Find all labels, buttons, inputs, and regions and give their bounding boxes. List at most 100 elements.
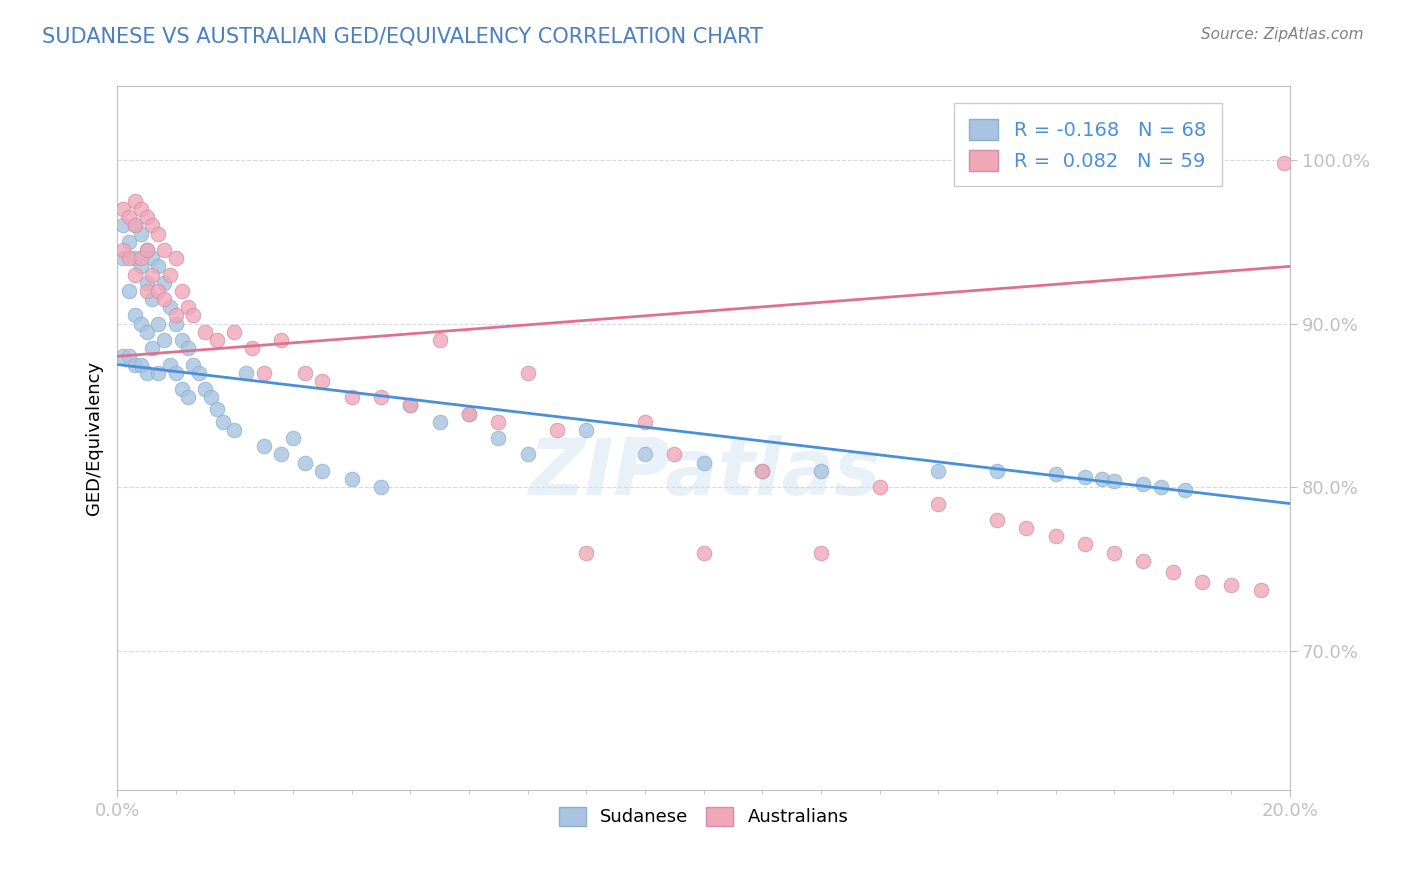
Y-axis label: GED/Equivalency: GED/Equivalency: [86, 361, 103, 516]
Point: [1074, 537, 1097, 551]
Point: [205, 333, 228, 347]
Point: [1272, 156, 1295, 170]
Point: [1045, 529, 1067, 543]
Point: [516, 366, 538, 380]
Point: [751, 464, 773, 478]
Point: [664, 448, 686, 462]
Point: [1150, 480, 1173, 494]
Point: [399, 398, 422, 412]
Point: [429, 333, 451, 347]
Point: [148, 227, 170, 241]
Point: [458, 407, 481, 421]
Point: [751, 464, 773, 478]
Point: [135, 284, 157, 298]
Point: [927, 497, 949, 511]
Point: [112, 219, 135, 233]
Point: [294, 456, 316, 470]
Point: [148, 284, 170, 298]
Point: [129, 317, 152, 331]
Point: [253, 366, 276, 380]
Point: [1091, 472, 1114, 486]
Point: [135, 243, 157, 257]
Point: [159, 358, 181, 372]
Point: [194, 382, 217, 396]
Point: [153, 292, 176, 306]
Point: [170, 382, 193, 396]
Point: [153, 276, 176, 290]
Point: [240, 341, 263, 355]
Point: [153, 333, 176, 347]
Point: [1191, 575, 1213, 590]
Point: [1132, 477, 1154, 491]
Point: [340, 390, 363, 404]
Point: [575, 546, 598, 560]
Point: [1173, 483, 1195, 498]
Point: [810, 546, 832, 560]
Point: [311, 464, 333, 478]
Point: [516, 448, 538, 462]
Point: [294, 366, 316, 380]
Point: [429, 415, 451, 429]
Point: [165, 366, 187, 380]
Point: [634, 415, 657, 429]
Point: [124, 219, 146, 233]
Point: [170, 284, 193, 298]
Point: [1074, 470, 1097, 484]
Point: [129, 202, 152, 216]
Point: [399, 398, 422, 412]
Point: [124, 251, 146, 265]
Point: [135, 366, 157, 380]
Point: [194, 325, 217, 339]
Point: [118, 235, 141, 249]
Point: [176, 300, 198, 314]
Text: SUDANESE VS AUSTRALIAN GED/EQUIVALENCY CORRELATION CHART: SUDANESE VS AUSTRALIAN GED/EQUIVALENCY C…: [42, 27, 763, 46]
Point: [281, 431, 304, 445]
Point: [148, 366, 170, 380]
Point: [176, 341, 198, 355]
Point: [148, 317, 170, 331]
Legend: Sudanese, Australians: Sudanese, Australians: [551, 800, 856, 834]
Point: [546, 423, 568, 437]
Point: [148, 260, 170, 274]
Point: [141, 219, 163, 233]
Point: [1015, 521, 1038, 535]
Point: [124, 219, 146, 233]
Point: [205, 401, 228, 416]
Point: [118, 251, 141, 265]
Point: [141, 341, 163, 355]
Point: [311, 374, 333, 388]
Point: [1161, 566, 1184, 580]
Point: [370, 480, 392, 494]
Point: [159, 300, 181, 314]
Point: [1220, 578, 1243, 592]
Point: [129, 227, 152, 241]
Point: [124, 268, 146, 282]
Point: [188, 366, 211, 380]
Point: [118, 284, 141, 298]
Text: ZIPatlas: ZIPatlas: [527, 435, 880, 511]
Point: [270, 448, 292, 462]
Point: [129, 358, 152, 372]
Point: [124, 309, 146, 323]
Point: [153, 243, 176, 257]
Point: [135, 211, 157, 225]
Point: [135, 276, 157, 290]
Point: [1102, 474, 1125, 488]
Point: [141, 251, 163, 265]
Point: [124, 194, 146, 208]
Point: [141, 268, 163, 282]
Point: [575, 423, 598, 437]
Point: [458, 407, 481, 421]
Point: [340, 472, 363, 486]
Point: [112, 243, 135, 257]
Point: [211, 415, 233, 429]
Point: [370, 390, 392, 404]
Point: [112, 251, 135, 265]
Point: [118, 349, 141, 363]
Text: Source: ZipAtlas.com: Source: ZipAtlas.com: [1201, 27, 1364, 42]
Point: [927, 464, 949, 478]
Point: [235, 366, 257, 380]
Point: [112, 202, 135, 216]
Point: [118, 211, 141, 225]
Point: [810, 464, 832, 478]
